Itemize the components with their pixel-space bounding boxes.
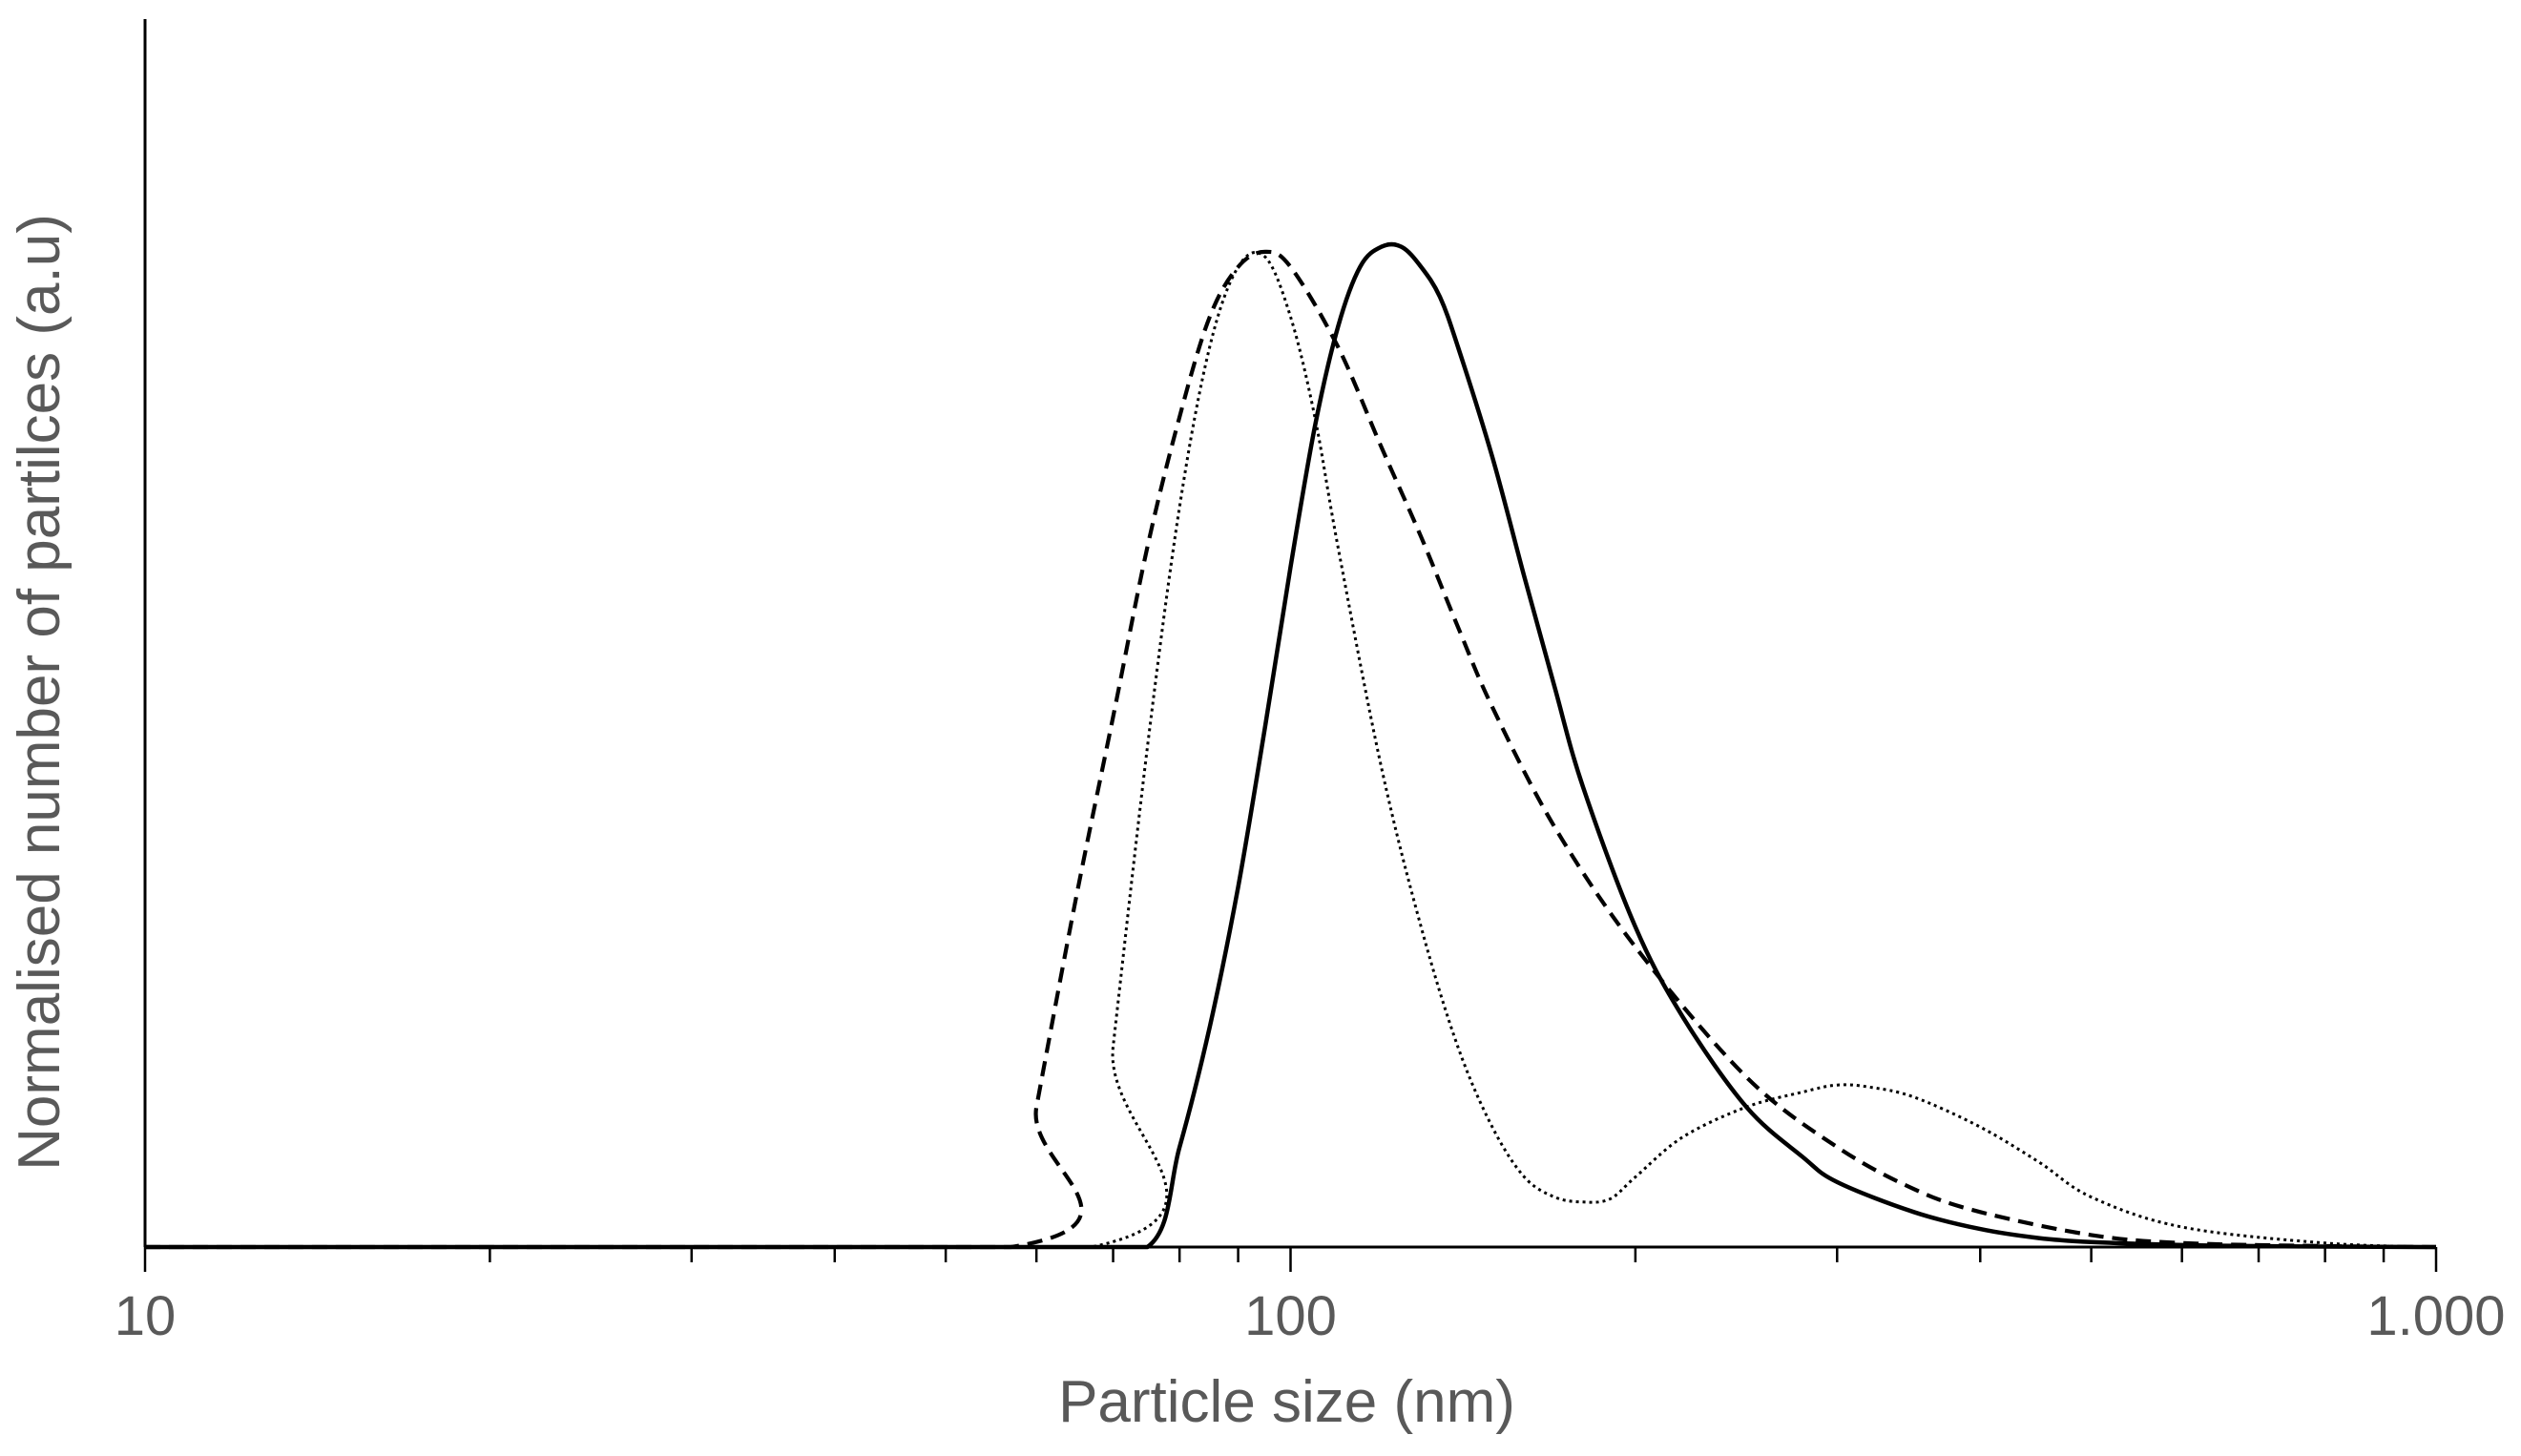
series-line-dashed xyxy=(145,249,2437,1250)
x-tick-label: 10 xyxy=(115,1285,177,1347)
x-minor-ticks xyxy=(489,1247,2386,1262)
x-tick-labels: 10 100 1.000 xyxy=(115,1285,2506,1347)
x-tick-label: 100 xyxy=(1244,1285,1337,1347)
series-line-dotted xyxy=(145,250,2437,1249)
plot-series xyxy=(145,241,2437,1250)
x-axis-title: Particle size (nm) xyxy=(1058,1369,1515,1435)
y-axis-title: Normalised number of partilces (a.u) xyxy=(7,214,73,1171)
x-tick-label: 1.000 xyxy=(2366,1285,2505,1347)
series-line-solid xyxy=(145,241,2437,1250)
x-major-ticks xyxy=(143,1247,2438,1272)
